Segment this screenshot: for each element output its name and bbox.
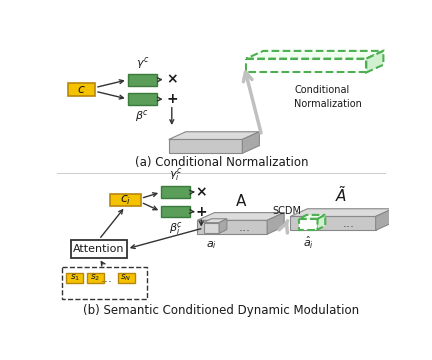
Text: $\mathbf{\times}$: $\mathbf{\times}$ [195, 185, 207, 199]
Text: Conditional
Normalization: Conditional Normalization [294, 85, 362, 109]
Polygon shape [290, 216, 376, 230]
Bar [127, 93, 157, 105]
Polygon shape [219, 219, 227, 233]
Polygon shape [376, 209, 393, 230]
Text: $\hat{a}_i$: $\hat{a}_i$ [303, 235, 314, 251]
Text: ...: ... [239, 221, 251, 234]
Bar [62, 266, 147, 299]
Text: $s_1$: $s_1$ [70, 273, 80, 283]
Text: (b) Semantic Conditioned Dynamic Modulation: (b) Semantic Conditioned Dynamic Modulat… [83, 304, 359, 317]
Text: $a_i$: $a_i$ [206, 239, 217, 251]
Text: $\mathbf{+}$: $\mathbf{+}$ [195, 205, 207, 219]
Text: $\mathbf{+}$: $\mathbf{+}$ [166, 93, 178, 107]
Polygon shape [290, 209, 393, 216]
Polygon shape [203, 222, 219, 233]
Bar [68, 83, 95, 95]
Bar [127, 74, 157, 86]
Text: $\mathbf{\times}$: $\mathbf{\times}$ [166, 72, 178, 86]
Text: $s_2$: $s_2$ [90, 273, 100, 283]
Bar [161, 206, 191, 217]
Text: $\tilde{A}$: $\tilde{A}$ [335, 185, 348, 205]
Text: $c_i$: $c_i$ [120, 194, 131, 207]
Bar [67, 273, 83, 283]
Text: $s_N$: $s_N$ [121, 273, 132, 283]
Polygon shape [318, 215, 325, 230]
Polygon shape [169, 132, 259, 139]
Text: (a) Conditional Normalization: (a) Conditional Normalization [135, 156, 308, 169]
Polygon shape [267, 213, 284, 234]
Text: $c$: $c$ [77, 83, 86, 96]
Polygon shape [246, 51, 383, 59]
Polygon shape [197, 220, 267, 234]
Text: ...: ... [101, 271, 113, 284]
Polygon shape [242, 132, 259, 153]
Bar [71, 239, 127, 258]
Text: $\beta^c$: $\beta^c$ [135, 108, 149, 124]
Text: $\gamma^c$: $\gamma^c$ [136, 55, 149, 71]
Polygon shape [197, 213, 284, 220]
Text: A: A [235, 194, 246, 209]
Text: $\gamma_i^c$: $\gamma_i^c$ [169, 166, 182, 183]
Text: Attention: Attention [73, 244, 125, 254]
Polygon shape [299, 219, 318, 230]
Bar [86, 273, 104, 283]
Bar [110, 194, 141, 206]
Polygon shape [203, 219, 227, 222]
Bar [118, 273, 135, 283]
Bar [161, 186, 191, 198]
Polygon shape [366, 51, 383, 72]
Polygon shape [169, 139, 242, 153]
Polygon shape [246, 59, 366, 72]
Text: SCDM: SCDM [273, 206, 302, 216]
Polygon shape [299, 215, 325, 219]
Text: ...: ... [342, 217, 354, 230]
Text: $\beta_i^c$: $\beta_i^c$ [168, 220, 183, 237]
